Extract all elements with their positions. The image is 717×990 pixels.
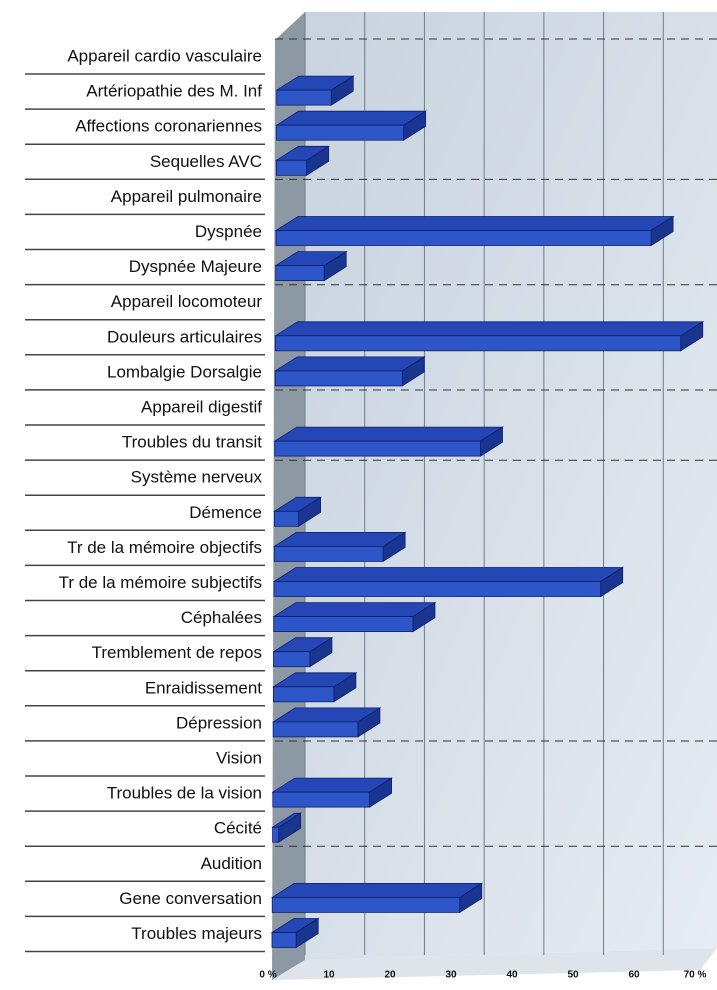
category-label: Troubles majeurs xyxy=(131,924,262,943)
category-label: Appareil pulmonaire xyxy=(111,187,262,206)
bar-top xyxy=(272,567,625,582)
bar xyxy=(275,159,308,176)
category-label: Gene conversation xyxy=(119,889,262,908)
category-label: Audition xyxy=(201,854,262,873)
bar-top xyxy=(272,532,407,547)
category-label: Dépression xyxy=(176,713,262,732)
bar xyxy=(271,897,461,913)
category-label: Troubles de la vision xyxy=(107,784,262,803)
x-tick-label: 40 xyxy=(506,970,518,981)
category-label: Affections coronariennes xyxy=(75,117,262,136)
category-label: Enraidissement xyxy=(145,678,262,697)
category-label: Lombalgie Dorsalgie xyxy=(107,362,262,381)
bar xyxy=(273,510,299,527)
category-label: Cécité xyxy=(214,819,262,838)
back-wall xyxy=(305,12,717,960)
category-label: Artériopathie des M. Inf xyxy=(86,82,262,101)
bar xyxy=(276,89,332,106)
category-label: Appareil locomoteur xyxy=(111,292,263,311)
bar xyxy=(275,230,652,246)
category-label: Système nerveux xyxy=(131,468,263,487)
category-label: Douleurs articulaires xyxy=(107,327,262,346)
x-tick-label: 20 xyxy=(384,970,396,981)
category-label: Appareil cardio vasculaire xyxy=(67,46,262,65)
bar-top xyxy=(272,602,437,617)
x-tick-label: 70 % xyxy=(684,970,707,981)
category-label: Démence xyxy=(189,503,262,522)
x-tick-label: 10 xyxy=(323,970,335,981)
bar xyxy=(276,124,405,141)
bar xyxy=(272,791,370,808)
floor xyxy=(272,948,717,980)
x-tick-label: 60 xyxy=(628,970,640,981)
category-label: Sequelles AVC xyxy=(150,152,262,171)
bar xyxy=(274,370,403,387)
bar xyxy=(272,826,280,843)
bar xyxy=(273,546,384,562)
bar xyxy=(275,265,325,282)
bar xyxy=(272,686,335,703)
bar xyxy=(273,581,602,597)
bar-top xyxy=(270,883,484,898)
bar xyxy=(273,616,414,632)
category-label: Vision xyxy=(216,748,262,767)
x-tick-label: 30 xyxy=(445,970,457,981)
category-label: Dyspnée Majeure xyxy=(129,257,262,276)
bar-top xyxy=(274,216,675,231)
bar-top xyxy=(273,356,426,372)
bar xyxy=(273,651,311,668)
bar xyxy=(274,335,682,352)
bar xyxy=(272,721,359,738)
x-tick-label: 0 % xyxy=(259,970,276,981)
bar xyxy=(274,440,481,457)
bar-top xyxy=(275,110,428,126)
category-label: Appareil digestif xyxy=(141,397,262,416)
category-label: Troubles du transit xyxy=(122,433,262,452)
category-label: Dyspnée xyxy=(195,222,262,241)
category-label: Tr de la mémoire objectifs xyxy=(67,538,262,557)
bar-top xyxy=(274,321,705,337)
x-tick-label: 50 xyxy=(567,970,579,981)
category-label: Tremblement de repos xyxy=(92,643,262,662)
category-label: Tr de la mémoire subjectifs xyxy=(59,573,262,592)
bar xyxy=(271,932,297,948)
bar-top xyxy=(273,426,504,442)
category-label: Céphalées xyxy=(181,608,262,627)
